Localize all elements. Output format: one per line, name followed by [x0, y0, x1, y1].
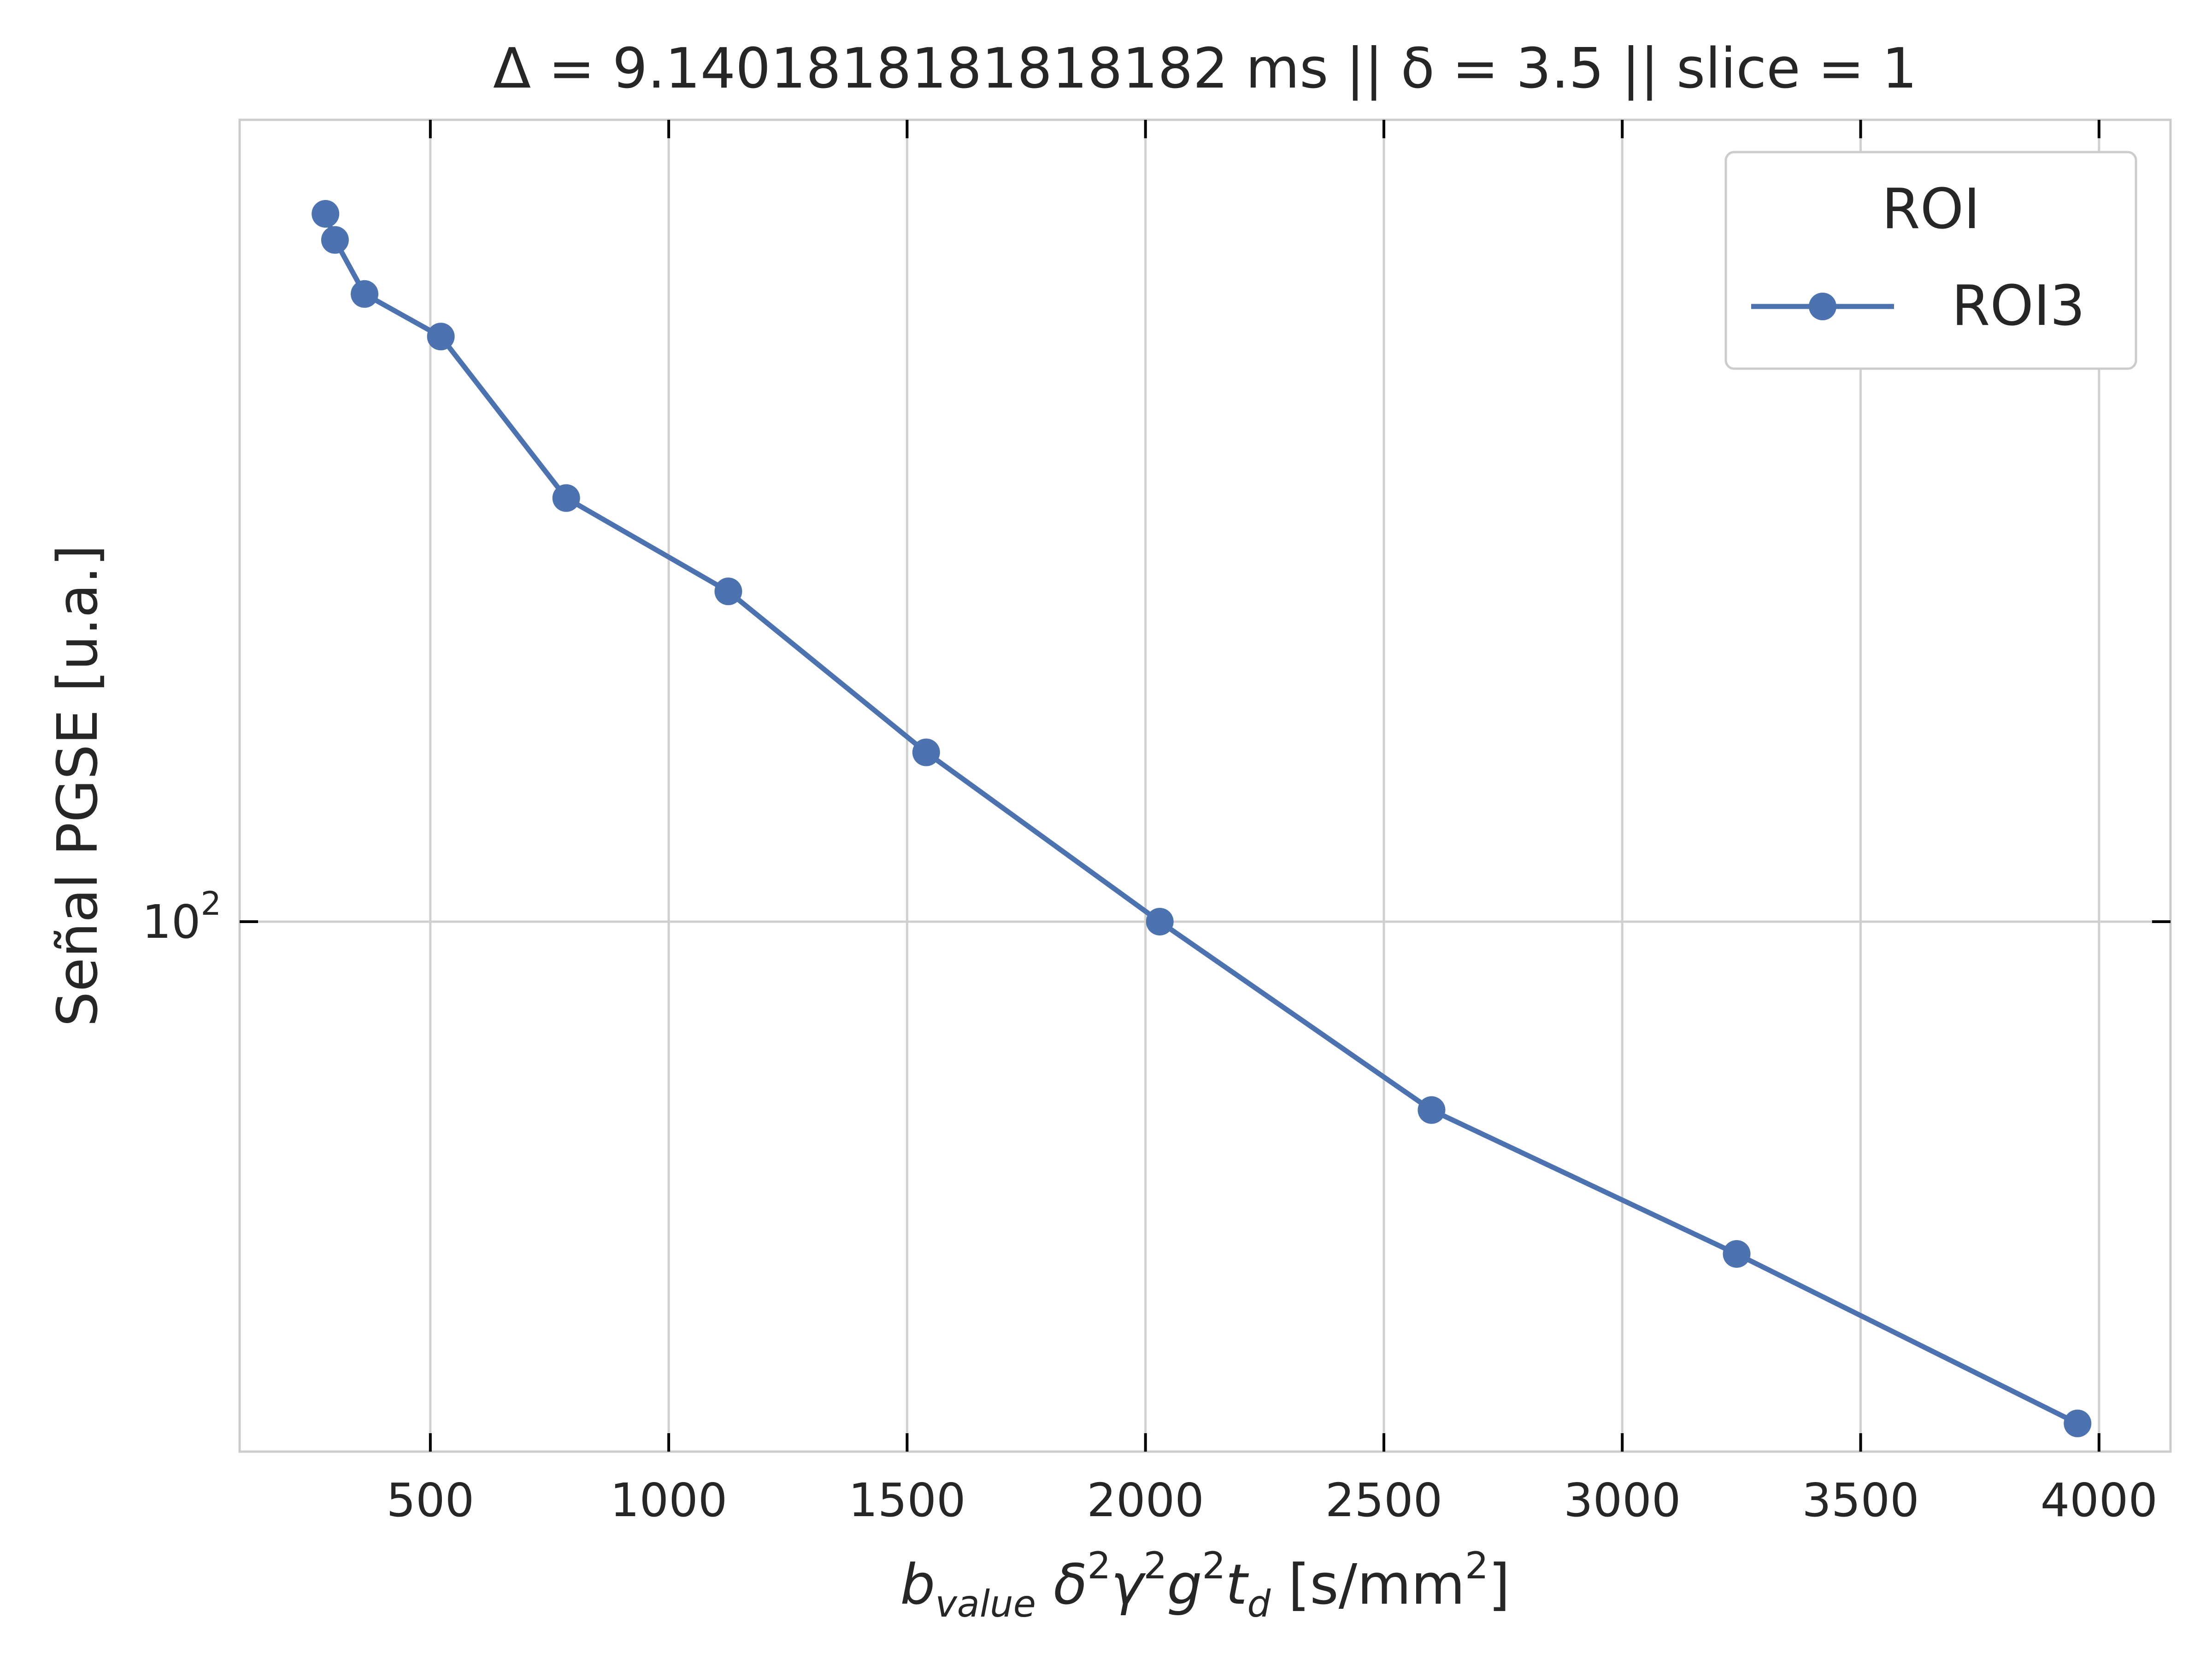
x-tick-label: 2500 — [1325, 1473, 1443, 1527]
legend-marker-swatch — [1809, 293, 1836, 320]
x-axis-label: bvalue δ2γ2g2td [s/mm2] — [900, 1544, 1510, 1625]
y-tick-label: 102 — [142, 885, 221, 949]
y-axis-label: Señal PGSE [u.a.] — [46, 545, 110, 1027]
data-point — [427, 323, 455, 351]
x-tick-label: 4000 — [2041, 1473, 2158, 1527]
legend-entry-roi3: ROI3 — [1952, 274, 2085, 338]
data-point — [1418, 1096, 1446, 1124]
series-layer — [312, 200, 2092, 1437]
data-point — [1723, 1240, 1751, 1268]
data-point — [1146, 907, 1174, 935]
legend: ROI ROI3 — [1724, 151, 2137, 370]
plot-frame — [238, 118, 2172, 1453]
x-tick-label: 500 — [386, 1473, 474, 1527]
x-tick-label: 2000 — [1087, 1473, 1204, 1527]
series-line-roi3 — [323, 213, 2079, 1426]
ticks-layer: 500 1000 1500 2000 2500 3000 3500 4000 102 — [142, 120, 2171, 1527]
legend-title: ROI — [1882, 177, 1980, 241]
chart-title: Δ = 9.1401818181818182 ms || δ = 3.5 || … — [493, 37, 1917, 101]
data-point — [714, 577, 742, 606]
data-point — [351, 280, 379, 308]
data-point — [552, 484, 580, 512]
data-point — [912, 738, 940, 766]
x-tick-label: 1000 — [610, 1473, 728, 1527]
data-point — [2064, 1409, 2092, 1437]
x-tick-label: 3000 — [1564, 1473, 1681, 1527]
data-point — [321, 226, 349, 254]
x-tick-label: 1500 — [848, 1473, 966, 1527]
x-tick-label: 3500 — [1802, 1473, 1919, 1527]
data-point — [312, 200, 340, 228]
